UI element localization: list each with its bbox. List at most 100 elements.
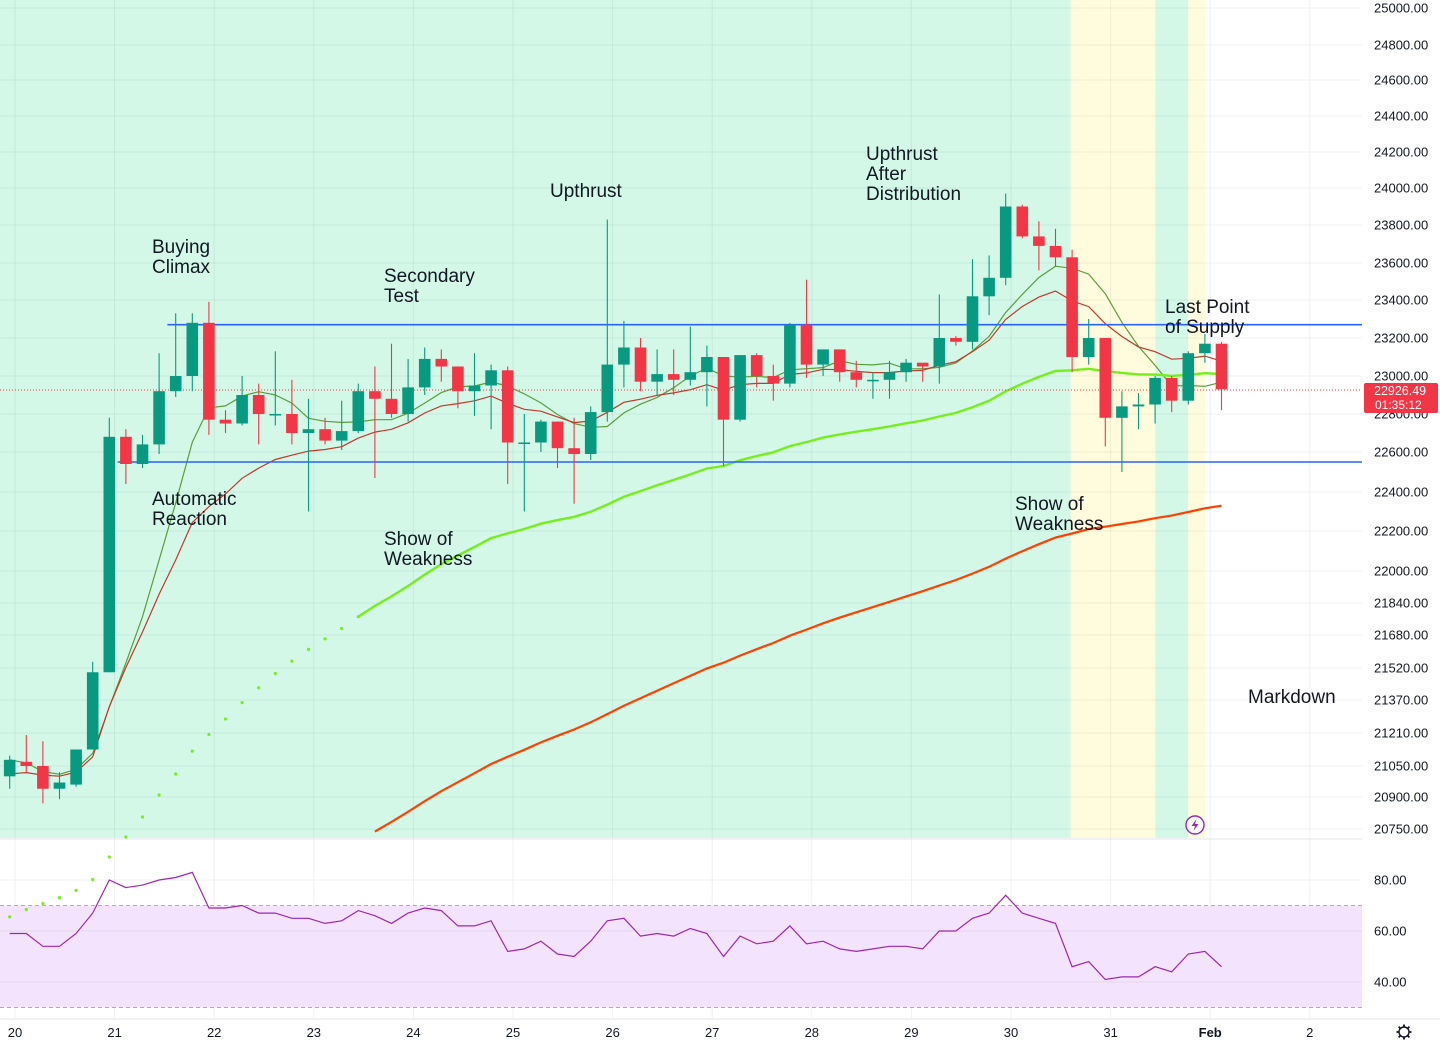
candle	[169, 313, 182, 397]
candle	[120, 429, 132, 484]
candle	[684, 326, 697, 386]
candle-body	[535, 421, 547, 443]
candle	[916, 362, 929, 382]
candle	[1116, 391, 1128, 472]
annotations[interactable]: Buying Climax Automatic Reaction Secondary Te…	[152, 144, 1336, 708]
candle-body	[1082, 338, 1095, 357]
zone-yellow	[1188, 0, 1206, 838]
annotation-label[interactable]: Upthrust	[550, 181, 623, 202]
candle-body	[618, 347, 630, 365]
annotation-label[interactable]: Buying Climax	[152, 237, 211, 278]
candle-body	[651, 374, 663, 382]
annotation-label[interactable]: Secondary Test	[384, 266, 475, 307]
candle-body	[950, 338, 962, 342]
date-tick-label: 25	[506, 1025, 520, 1040]
candle-body	[833, 349, 846, 373]
gear-tooth	[1398, 1026, 1402, 1030]
ma-slow-line	[374, 504, 1222, 833]
annotation-line: Show of	[1015, 494, 1084, 515]
ma-light-dot	[91, 877, 95, 882]
candle	[966, 259, 979, 350]
candle-body	[734, 355, 746, 420]
lightning-icon[interactable]	[1185, 815, 1205, 835]
candle	[1149, 376, 1161, 424]
price-tick-label: 24600.00	[1374, 73, 1428, 88]
candle	[551, 421, 564, 468]
candle	[1132, 393, 1145, 430]
candle	[1099, 338, 1112, 447]
candle-body	[767, 376, 780, 384]
candle	[319, 417, 331, 445]
candle-body	[3, 759, 16, 777]
price-tick-label: 23400.00	[1374, 293, 1428, 308]
annotation-label[interactable]: Markdown	[1248, 687, 1336, 708]
annotation-line: Upthrust	[550, 181, 623, 202]
ma-light-dot	[223, 717, 228, 721]
candle-body	[203, 322, 215, 420]
annotation-label[interactable]: Show of Weakness	[384, 529, 472, 570]
candle	[103, 417, 116, 673]
lightning-glyph	[1191, 819, 1199, 831]
candle	[236, 376, 248, 426]
annotation-label[interactable]: Last Point of Supply	[1165, 297, 1250, 338]
candle-body	[402, 387, 414, 414]
candle	[950, 336, 962, 346]
candle-body	[369, 391, 381, 399]
price-tick-label: 21840.00	[1374, 596, 1428, 611]
candle	[999, 193, 1012, 286]
candle-body	[1099, 338, 1112, 418]
annotation-label[interactable]: Show of Weakness	[1015, 494, 1103, 535]
candle	[850, 360, 863, 388]
candle	[634, 338, 647, 392]
range-levels[interactable]	[0, 323, 1362, 463]
last-price-tag[interactable]	[1364, 382, 1438, 413]
candle-body	[169, 376, 182, 392]
candle-body	[236, 395, 248, 424]
candle	[369, 366, 381, 478]
candle-body	[999, 206, 1012, 278]
rsi-band-fill	[0, 905, 1362, 1008]
candle	[20, 735, 33, 773]
candle	[418, 347, 431, 395]
ma-light-dot	[290, 659, 294, 663]
candle-body	[601, 364, 614, 413]
gear-tooth	[1398, 1034, 1402, 1038]
candle-body	[269, 414, 282, 416]
candle-body	[352, 391, 365, 432]
price-tick-label: 21050.00	[1374, 759, 1428, 774]
candle	[933, 294, 946, 384]
price-axis[interactable]: 25000.00 24800.00 24600.00 24400.00 24200.00…	[1362, 0, 1440, 1057]
candle	[1182, 351, 1195, 405]
date-tick-label: 30	[1004, 1025, 1018, 1040]
ma-light-dot	[207, 732, 211, 737]
price-tick-label: 22000.00	[1374, 564, 1428, 579]
ma-light-dot	[124, 835, 128, 839]
candle	[618, 320, 630, 388]
candle	[750, 353, 763, 388]
annotation-line: Upthrust	[866, 144, 939, 165]
zone-yellow	[1070, 0, 1156, 838]
candle-body	[518, 442, 531, 444]
date-tick-label: Feb	[1199, 1025, 1222, 1040]
candle	[767, 364, 780, 401]
countdown-value: 01:35:12	[1375, 398, 1422, 412]
zone-green	[0, 0, 1071, 838]
annotation-label[interactable]: Upthrust After Distribution	[866, 144, 961, 205]
candle-body	[900, 362, 912, 373]
date-tick-label: 24	[406, 1025, 420, 1040]
ma-light-dot	[24, 907, 28, 912]
candle	[867, 372, 879, 399]
chart-ui[interactable]	[1185, 815, 1412, 1040]
annotation-label[interactable]: Automatic Reaction	[152, 489, 236, 530]
price-tick-label: 25000.00	[1374, 1, 1428, 16]
gear-icon[interactable]	[1396, 1024, 1412, 1040]
annotation-line: Distribution	[866, 184, 961, 205]
ma-light-dot	[107, 855, 111, 859]
time-axis[interactable]: 20 21 22 23 24 25 26 27 28 29 30 31 Feb 2	[0, 1018, 1440, 1040]
candle-body	[136, 444, 149, 464]
gear-tooth	[1406, 1034, 1410, 1038]
candle-body	[86, 672, 99, 750]
price-tick-label: 20750.00	[1374, 822, 1428, 837]
